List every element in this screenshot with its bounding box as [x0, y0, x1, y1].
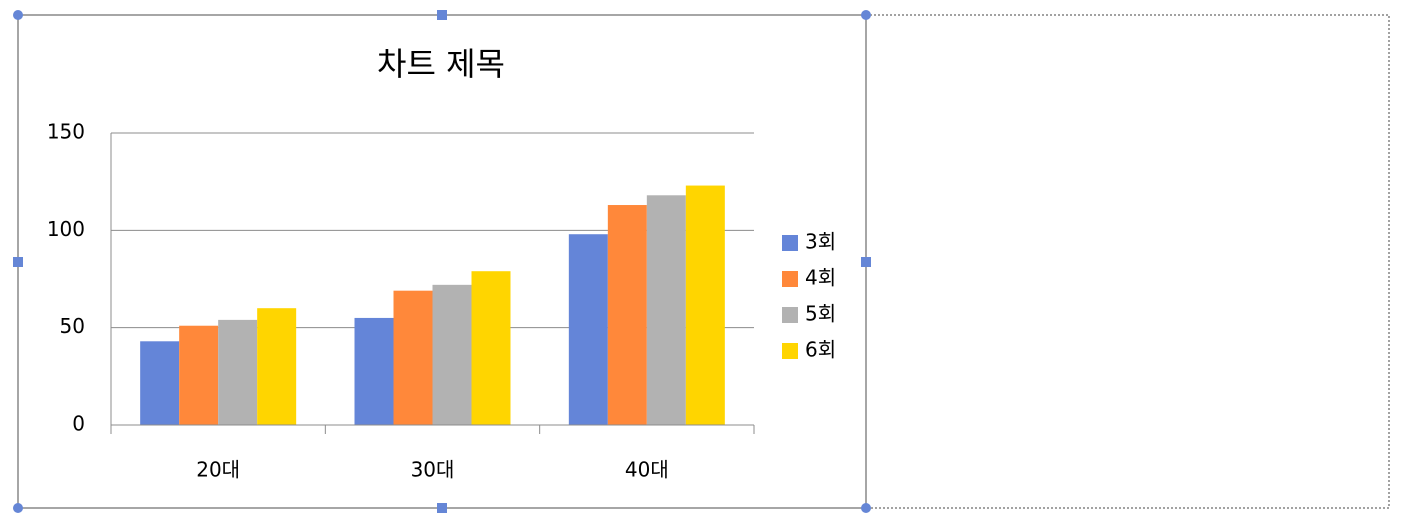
x-tick-label: 30대: [411, 458, 455, 482]
bar: [393, 290, 433, 425]
x-tick-label: 20대: [196, 458, 240, 482]
selection-handles[interactable]: [13, 10, 871, 513]
bar: [568, 234, 608, 425]
y-tick-label: 50: [60, 314, 85, 338]
bar: [646, 195, 686, 425]
y-tick-label: 100: [47, 217, 85, 241]
legend-swatch: [782, 235, 798, 251]
bar: [432, 284, 472, 425]
chart-frame[interactable]: [17, 14, 867, 509]
bar: [257, 308, 297, 425]
chart-title: 차트 제목: [377, 45, 505, 83]
legend-label: 5회: [805, 302, 836, 326]
legend-swatch: [782, 271, 798, 287]
legend-label: 6회: [805, 338, 836, 362]
bar: [140, 341, 180, 425]
legend-swatch: [782, 307, 798, 323]
bar: [354, 317, 394, 425]
placeholder-frame: [865, 14, 1390, 509]
bar: [607, 205, 647, 425]
bar: [685, 185, 725, 425]
y-tick-label: 150: [47, 120, 85, 144]
bar: [218, 319, 258, 425]
legend-label: 3회: [805, 230, 836, 254]
y-tick-label: 0: [72, 412, 85, 436]
x-tick-label: 40대: [625, 458, 669, 482]
legend-swatch: [782, 343, 798, 359]
bar: [179, 325, 219, 425]
bar: [471, 271, 511, 425]
legend-label: 4회: [805, 266, 836, 290]
